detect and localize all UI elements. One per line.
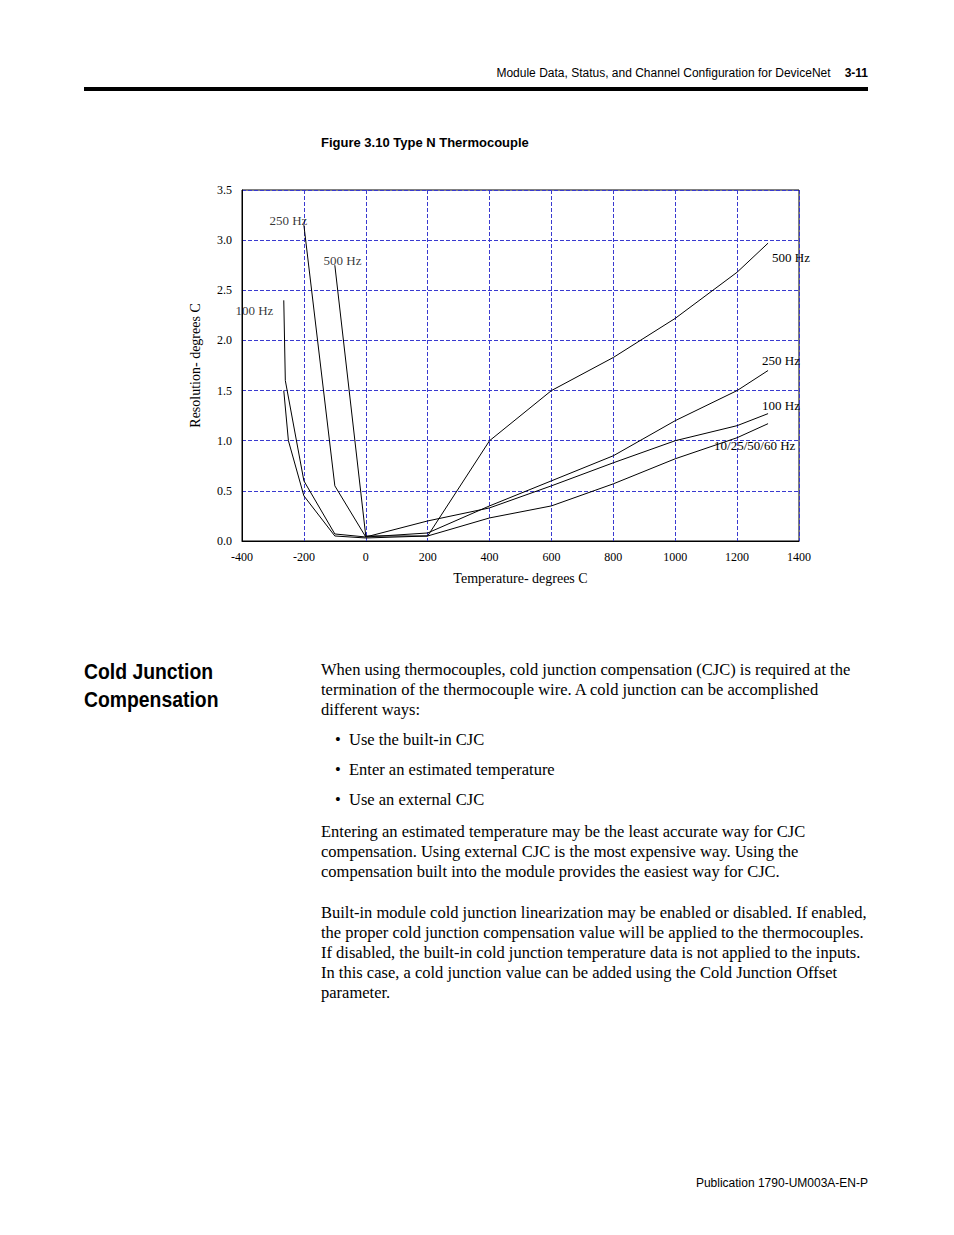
svg-text:200: 200 <box>419 550 437 564</box>
svg-text:3.5: 3.5 <box>217 183 232 197</box>
html-text:3-11: 3-11 <box>844 66 868 80</box>
svg-text:1200: 1200 <box>725 550 749 564</box>
svg-text:1.5: 1.5 <box>217 384 232 398</box>
svg-text:0.0: 0.0 <box>217 534 232 548</box>
svg-text:500 Hz: 500 Hz <box>324 253 362 268</box>
html-text:Use the built-in CJC: Use the built-in CJC <box>349 730 485 749</box>
svg-text:250 Hz: 250 Hz <box>269 213 307 228</box>
svg-text:400: 400 <box>481 550 499 564</box>
svg-text:600: 600 <box>542 550 560 564</box>
svg-text:3.0: 3.0 <box>217 233 232 247</box>
svg-text:2.5: 2.5 <box>217 283 232 297</box>
svg-text:1.0: 1.0 <box>217 434 232 448</box>
svg-text:1400: 1400 <box>787 550 811 564</box>
svg-text:100 Hz: 100 Hz <box>235 303 273 318</box>
html-text:Enter an estimated temperature: Enter an estimated temperature <box>349 760 555 779</box>
svg-text:-400: -400 <box>231 550 253 564</box>
svg-text:10/25/50/60 Hz: 10/25/50/60 Hz <box>714 438 795 453</box>
html-text:Entering an estimated temperat: Entering an estimated temperature may be… <box>321 822 806 881</box>
html-text:Figure 3.10 Type N Thermocoupl: Figure 3.10 Type N Thermocouple <box>321 135 529 150</box>
svg-text:1000: 1000 <box>663 550 687 564</box>
html-text:Built-in module cold junction: Built-in module cold junction linearizat… <box>321 903 867 1002</box>
svg-text:Resolution- degrees C: Resolution- degrees C <box>188 303 203 427</box>
svg-text:800: 800 <box>604 550 622 564</box>
html-text:When using thermocouples, cold: When using thermocouples, cold junction … <box>321 660 851 719</box>
svg-text:250 Hz: 250 Hz <box>762 353 800 368</box>
html-text:Module Data, Status, and Chann: Module Data, Status, and Channel Configu… <box>496 66 831 80</box>
svg-text:100 Hz: 100 Hz <box>762 398 800 413</box>
svg-text:0: 0 <box>363 550 369 564</box>
svg-text:0.5: 0.5 <box>217 484 232 498</box>
svg-text:500 Hz: 500 Hz <box>772 250 810 265</box>
html-text:Cold Junction Compensation: Cold Junction Compensation <box>84 659 219 712</box>
html-text:Publication 1790-UM003A-EN-P: Publication 1790-UM003A-EN-P <box>695 1176 868 1190</box>
svg-text:2.0: 2.0 <box>217 333 232 347</box>
svg-text:Temperature- degrees C: Temperature- degrees C <box>453 571 587 586</box>
html-text:Use an external CJC: Use an external CJC <box>349 790 485 809</box>
svg-text:-200: -200 <box>293 550 315 564</box>
